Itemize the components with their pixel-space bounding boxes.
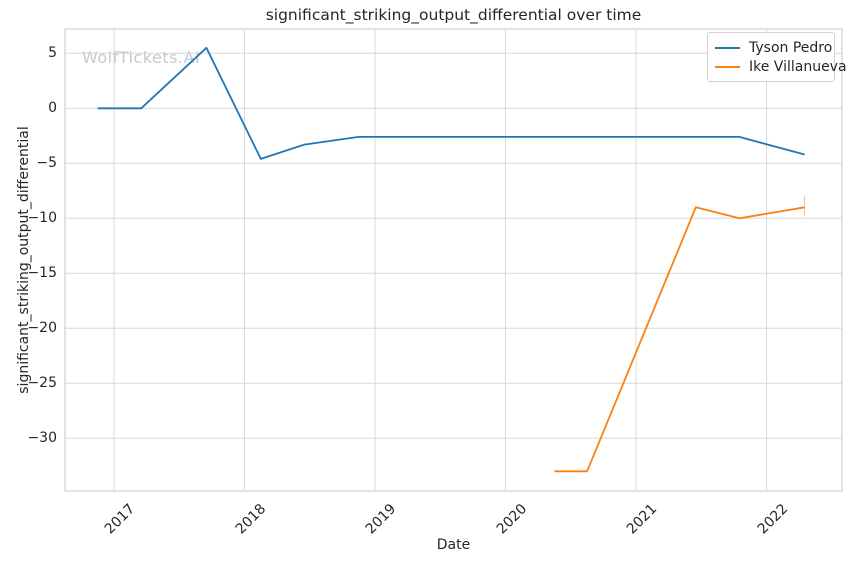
legend-item-ike-villanueva: Ike Villanueva bbox=[715, 57, 847, 76]
series-line-ike-villanueva bbox=[554, 206, 805, 473]
watermark: WolfTickets.AI bbox=[82, 48, 201, 67]
legend-line-swatch bbox=[715, 46, 740, 49]
legend-label: Tyson Pedro bbox=[749, 39, 833, 56]
y-axis-label: significant_striking_output_differential bbox=[16, 126, 32, 394]
plot-border bbox=[64, 28, 843, 492]
legend-line-swatch bbox=[715, 65, 740, 68]
y-tick-label: −15 bbox=[27, 264, 57, 281]
y-tick-label: −5 bbox=[36, 154, 57, 171]
legend-item-tyson-pedro: Tyson Pedro bbox=[715, 38, 832, 57]
y-tick-label: −30 bbox=[27, 429, 57, 446]
legend: Tyson Pedro Ike Villanueva bbox=[707, 32, 847, 82]
y-tick-label: 5 bbox=[48, 44, 57, 61]
y-tick-label: −20 bbox=[27, 319, 57, 336]
x-axis-label: Date bbox=[436, 537, 471, 553]
y-tick-label: −25 bbox=[27, 374, 57, 391]
chart-title: significant_striking_output_differential… bbox=[265, 6, 642, 24]
series-line-tyson-pedro bbox=[97, 46, 805, 160]
y-tick-label: 0 bbox=[48, 99, 57, 116]
y-tick-label: −10 bbox=[27, 209, 57, 226]
legend-label: Ike Villanueva bbox=[749, 58, 847, 75]
